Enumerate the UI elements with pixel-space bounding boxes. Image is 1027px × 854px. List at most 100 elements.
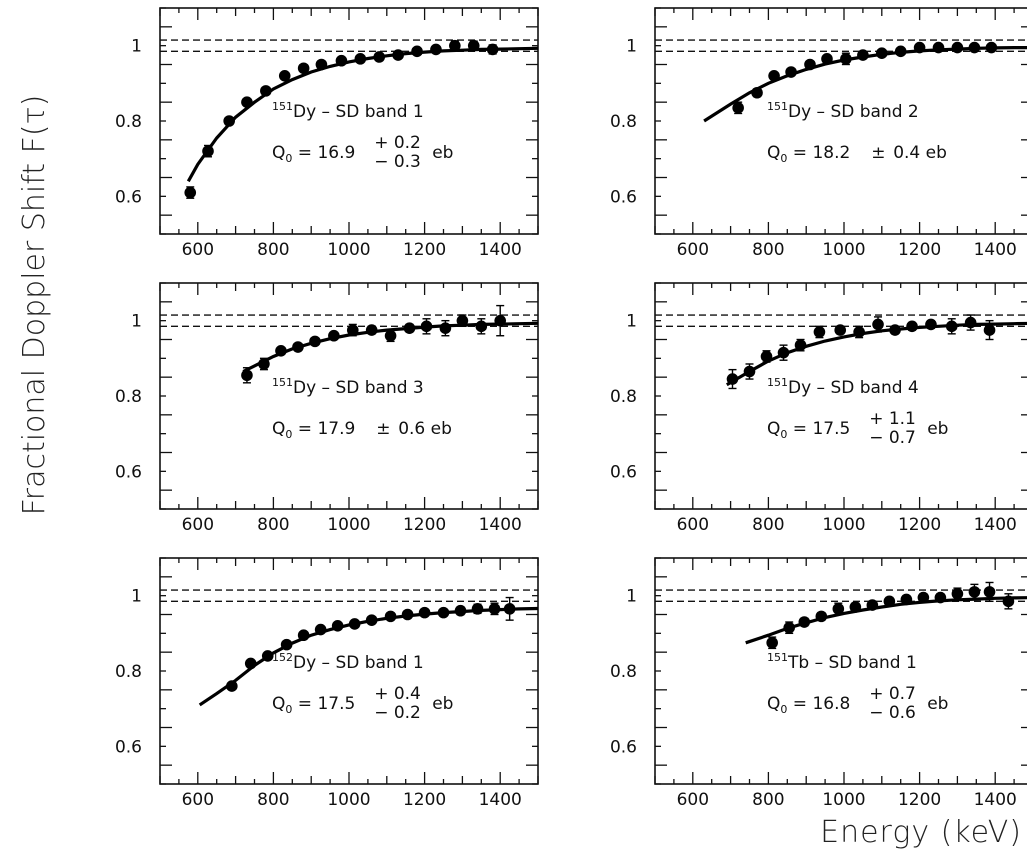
q-symbol: Q: [272, 419, 285, 439]
x-tick-label: 1200: [898, 240, 941, 260]
data-point: [241, 369, 253, 382]
data-point: [420, 320, 433, 333]
data-point: [853, 326, 865, 338]
q-plus-error: + 1.1: [869, 409, 916, 429]
data-point: [900, 593, 913, 606]
x-tick-label: 800: [752, 790, 784, 810]
data-point: [260, 85, 272, 97]
data-point: [889, 324, 901, 336]
data-point: [418, 606, 431, 619]
q-unit: eb: [927, 694, 948, 714]
data-point: [849, 601, 862, 613]
x-tick-label: 1400: [479, 790, 522, 810]
band-text: – SD band 1: [809, 653, 917, 673]
data-point: [794, 339, 807, 351]
data-point: [834, 324, 847, 336]
data-point: [751, 86, 763, 99]
band-text: – SD band 3: [316, 378, 424, 398]
q-unit: eb: [432, 694, 453, 714]
band-label: 151Dy – SD band 1: [272, 100, 424, 122]
data-point: [314, 623, 327, 636]
x-tick-label: 600: [677, 240, 709, 260]
y-tick-label: 0.6: [115, 187, 142, 207]
data-point: [437, 606, 450, 619]
q-plusminus: ±: [376, 419, 390, 439]
data-point: [184, 186, 197, 199]
x-tick-label: 600: [677, 790, 709, 810]
x-tick-label: 800: [752, 515, 784, 535]
data-point: [223, 115, 235, 127]
data-point: [226, 680, 238, 692]
data-point: [951, 41, 964, 54]
data-point: [373, 51, 386, 63]
band-label: 152Dy – SD band 1: [272, 651, 424, 673]
x-tick-label: 1000: [327, 515, 370, 535]
data-point: [883, 595, 896, 608]
x-tick-label: 1200: [403, 515, 446, 535]
q-minus-error: − 0.2: [374, 703, 421, 723]
q-unit: eb: [927, 419, 948, 439]
q-plus-error: + 0.7: [869, 684, 916, 704]
q0-label: Q0 = 16.8: [767, 694, 850, 716]
data-point: [494, 314, 507, 327]
data-point: [261, 650, 274, 662]
data-point: [906, 320, 918, 333]
data-point: [449, 39, 461, 52]
data-point: [732, 102, 744, 114]
q-symbol: Q: [272, 143, 285, 163]
q-symbol: Q: [767, 694, 780, 714]
x-tick-label: 800: [752, 240, 784, 260]
data-point: [804, 58, 816, 71]
data-point: [872, 318, 884, 331]
data-point: [785, 66, 797, 78]
data-point: [832, 603, 845, 615]
q-value: = 16.8: [787, 694, 850, 714]
data-point: [384, 610, 397, 623]
data-point: [743, 365, 756, 378]
x-tick-label: 1400: [974, 515, 1017, 535]
data-point: [768, 70, 780, 82]
x-tick-label: 1400: [974, 240, 1017, 260]
y-tick-label: 0.8: [115, 112, 142, 132]
band-text: – SD band 4: [811, 378, 919, 398]
q-unit: 0.6 eb: [398, 419, 452, 439]
data-point: [798, 616, 811, 628]
data-point: [454, 604, 467, 617]
x-tick-label: 1200: [898, 515, 941, 535]
data-point: [766, 636, 778, 649]
q-minus-error: − 0.3: [374, 152, 421, 172]
x-tick-label: 1000: [822, 790, 865, 810]
data-point: [297, 62, 310, 75]
element-symbol: Dy: [293, 378, 316, 398]
data-point: [331, 620, 344, 632]
y-tick-label: 0.8: [610, 112, 637, 132]
q-subscript: 0: [285, 428, 292, 441]
x-tick-label: 800: [257, 515, 289, 535]
q-plusminus: ±: [871, 143, 885, 163]
y-tick-label: 0.6: [115, 737, 142, 757]
mass-number: 151: [767, 376, 788, 389]
q-subscript: 0: [780, 703, 787, 716]
data-point: [486, 43, 499, 56]
data-point: [760, 350, 773, 363]
data-point: [328, 329, 340, 342]
data-point: [983, 324, 996, 336]
data-point: [1002, 595, 1015, 608]
data-point: [365, 614, 378, 626]
data-point: [275, 345, 287, 357]
data-point: [365, 324, 378, 336]
x-tick-label: 600: [677, 515, 709, 535]
data-point: [925, 318, 937, 331]
data-point: [945, 320, 958, 333]
q0-label: Q0 = 17.9: [272, 419, 355, 441]
data-point: [297, 629, 310, 642]
q-unit: eb: [432, 143, 453, 163]
element-symbol: Dy: [788, 378, 811, 398]
x-tick-label: 1400: [974, 790, 1017, 810]
data-point: [258, 358, 270, 370]
data-point: [983, 586, 996, 598]
q-plus-error: + 0.2: [374, 133, 421, 153]
q-unit: 0.4 eb: [893, 143, 947, 163]
